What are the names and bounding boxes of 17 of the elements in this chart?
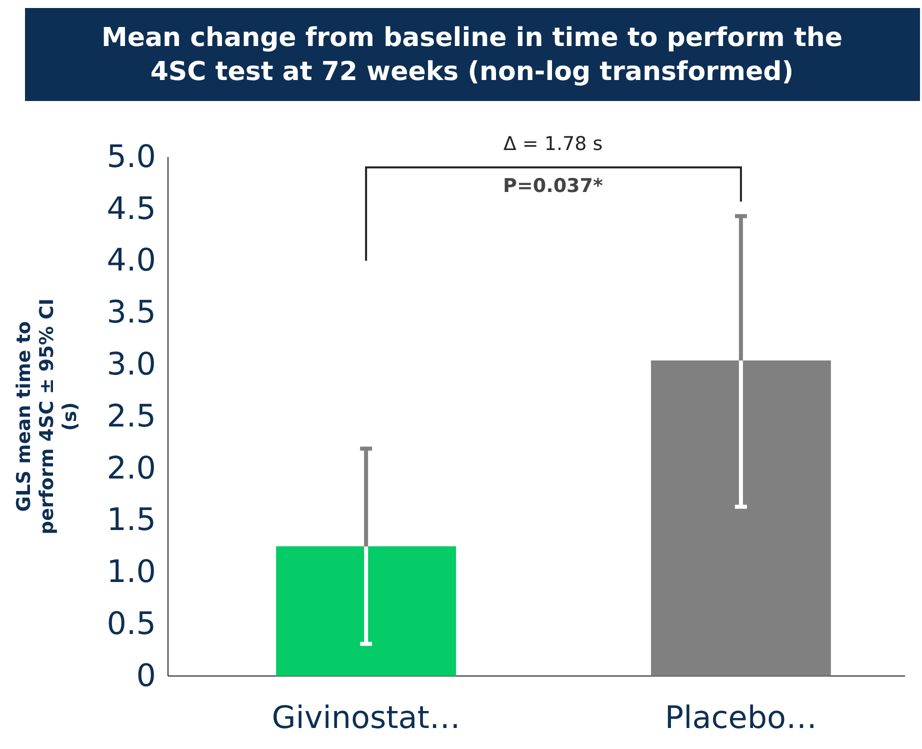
y-tick-label: 0: [136, 658, 156, 694]
y-tick-label: 2.0: [106, 450, 156, 486]
y-tick-label: 4.5: [106, 190, 156, 227]
text: Δ = 1.78 s: [503, 133, 603, 155]
y-tick-label: 5.0: [106, 138, 156, 175]
y-tick-label: 1.0: [106, 554, 156, 590]
y-tick-label: 0.5: [106, 606, 156, 642]
y-tick-label: 3.5: [106, 294, 156, 331]
y-tick-label: 4.0: [106, 242, 156, 279]
y-axis-title: GLS mean time to perform 4SC ± 95% CI (s): [13, 298, 81, 535]
chart-title: Mean change from baseline in time to perform the 4SC test at 72 weeks (non-log transformed): [101, 23, 843, 87]
annotation: P=0.037*: [503, 175, 603, 197]
y-tick-label: 2.5: [106, 398, 156, 434]
x-tick-label: Placebo…: [664, 700, 817, 736]
y-tick-label: 1.5: [106, 502, 156, 538]
y-tick-label: 3.0: [106, 346, 156, 383]
x-tick-label: Givinostat…: [272, 700, 460, 736]
